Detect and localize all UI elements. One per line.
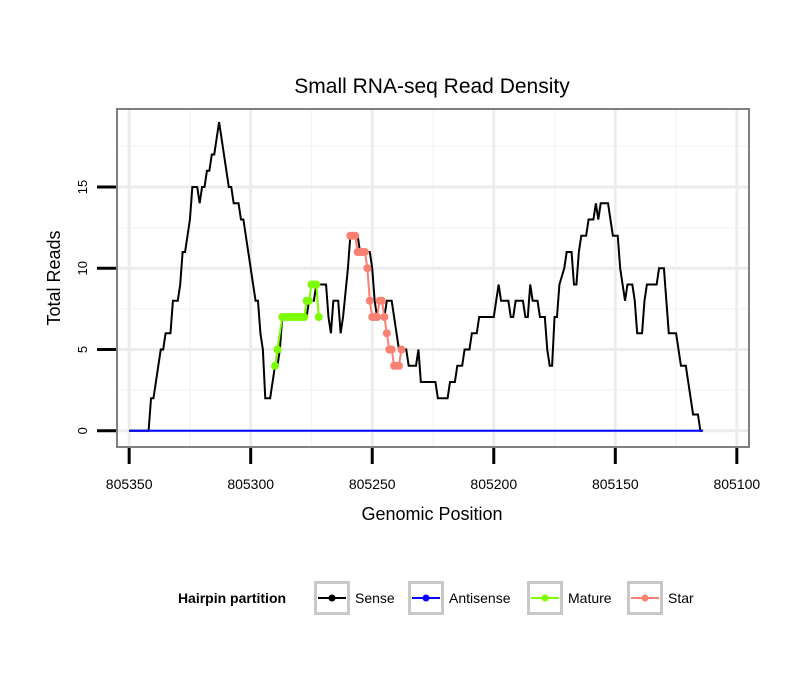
x-tick-label: 805150	[592, 476, 639, 492]
data-point-mature	[271, 361, 279, 370]
data-point-star	[382, 329, 391, 338]
data-point-star	[394, 361, 403, 370]
x-tick-label: 805300	[227, 476, 274, 492]
y-tick-label: 15	[75, 180, 90, 194]
data-point-mature	[273, 345, 282, 354]
data-point-star	[377, 296, 386, 305]
data-point-mature	[305, 296, 314, 305]
x-tick-label: 805350	[106, 476, 153, 492]
x-tick-label: 805200	[470, 476, 517, 492]
legend-label-antisense: Antisense	[449, 590, 511, 606]
x-tick-label: 805250	[349, 476, 396, 492]
y-tick-label: 10	[75, 261, 90, 275]
series-points	[271, 231, 406, 370]
data-point-star	[387, 345, 396, 354]
plot-border	[116, 108, 750, 448]
data-point-star	[363, 264, 372, 273]
y-tick-label: 5	[75, 346, 90, 353]
legend-dot-mature	[541, 594, 549, 602]
legend-dot-star	[641, 594, 649, 602]
data-point-mature	[312, 280, 321, 289]
legend-title: Hairpin partition	[178, 590, 286, 606]
x-tick-label: 805100	[713, 476, 760, 492]
legend-dot-antisense	[422, 594, 430, 602]
data-point-star	[373, 313, 382, 321]
data-point-mature	[314, 313, 323, 321]
y-axis-label: Total Reads	[44, 230, 64, 325]
data-point-star	[360, 248, 369, 256]
legend-label-star: Star	[668, 590, 694, 606]
series-line-sense	[129, 121, 703, 432]
legend: Hairpin partition Sense Antisense Mature St…	[178, 581, 694, 615]
legend-label-mature: Mature	[568, 590, 612, 606]
data-point-star	[380, 313, 389, 321]
legend-dot-sense	[328, 594, 336, 602]
y-tick-label: 0	[75, 427, 90, 434]
data-point-star	[365, 296, 374, 305]
x-axis-label: Genomic Position	[361, 504, 502, 524]
data-point-star	[397, 345, 406, 354]
legend-label-sense: Sense	[355, 590, 395, 606]
data-point-mature	[300, 313, 309, 321]
data-point-star	[351, 231, 360, 240]
axes: 805350 805300 805250 805200 805150 805100 0 5 10…	[75, 180, 760, 492]
chart-title: Small RNA-seq Read Density	[294, 75, 570, 98]
